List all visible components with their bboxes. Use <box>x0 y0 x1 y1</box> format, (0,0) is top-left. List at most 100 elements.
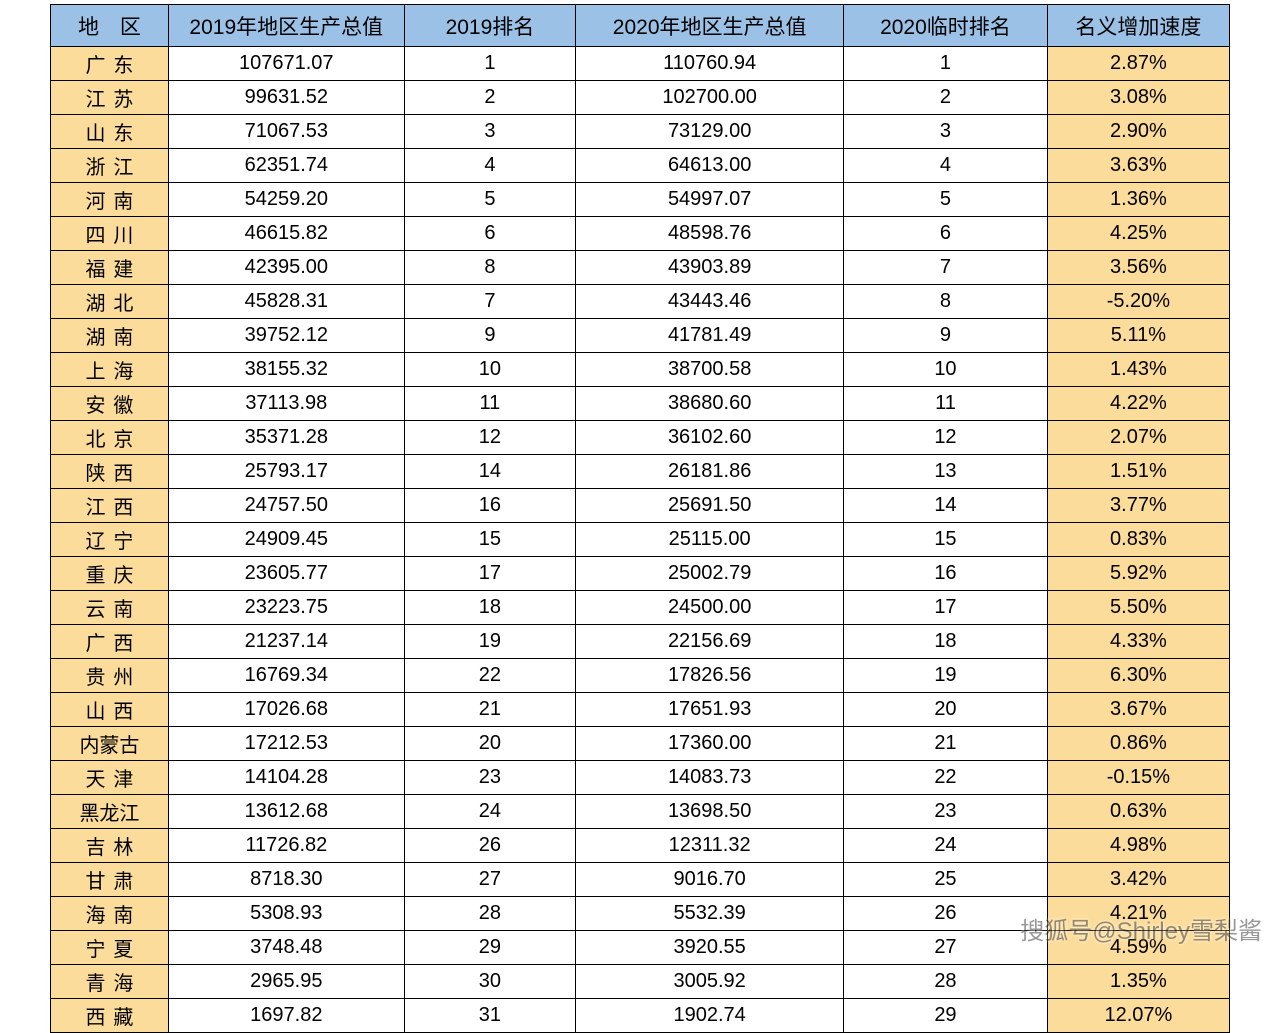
col-header-region: 地 区 <box>51 5 169 47</box>
cell-rate: 3.42% <box>1047 863 1229 897</box>
cell-gdp2020: 13698.50 <box>576 795 844 829</box>
cell-region: 四川 <box>51 217 169 251</box>
cell-region: 上海 <box>51 353 169 387</box>
cell-gdp2020: 102700.00 <box>576 81 844 115</box>
cell-rank2020: 15 <box>844 523 1048 557</box>
cell-rank2019: 14 <box>404 455 575 489</box>
table-row: 甘肃8718.30279016.70253.42% <box>51 863 1230 897</box>
cell-gdp2020: 48598.76 <box>576 217 844 251</box>
cell-region: 内蒙古 <box>51 727 169 761</box>
cell-gdp2020: 3920.55 <box>576 931 844 965</box>
cell-gdp2019: 21237.14 <box>168 625 404 659</box>
cell-rate: 3.67% <box>1047 693 1229 727</box>
cell-rate: 2.87% <box>1047 47 1229 81</box>
cell-gdp2019: 8718.30 <box>168 863 404 897</box>
cell-rank2019: 4 <box>404 149 575 183</box>
cell-rank2020: 17 <box>844 591 1048 625</box>
table-row: 四川46615.82648598.7664.25% <box>51 217 1230 251</box>
cell-gdp2020: 22156.69 <box>576 625 844 659</box>
col-header-rank2020: 2020临时排名 <box>844 5 1048 47</box>
cell-region: 山西 <box>51 693 169 727</box>
table-row: 陕西25793.171426181.86131.51% <box>51 455 1230 489</box>
cell-rank2019: 7 <box>404 285 575 319</box>
cell-rank2019: 21 <box>404 693 575 727</box>
cell-region: 宁夏 <box>51 931 169 965</box>
cell-rank2019: 24 <box>404 795 575 829</box>
cell-rank2019: 8 <box>404 251 575 285</box>
cell-rank2020: 1 <box>844 47 1048 81</box>
cell-rate: 1.36% <box>1047 183 1229 217</box>
table-row: 宁夏3748.48293920.55274.59% <box>51 931 1230 965</box>
cell-gdp2019: 24909.45 <box>168 523 404 557</box>
cell-rank2019: 22 <box>404 659 575 693</box>
cell-rank2020: 4 <box>844 149 1048 183</box>
cell-rate: 0.83% <box>1047 523 1229 557</box>
cell-rate: 5.92% <box>1047 557 1229 591</box>
cell-rate: 12.07% <box>1047 999 1229 1033</box>
cell-region: 贵州 <box>51 659 169 693</box>
cell-rate: -5.20% <box>1047 285 1229 319</box>
cell-gdp2020: 9016.70 <box>576 863 844 897</box>
cell-rate: 5.50% <box>1047 591 1229 625</box>
table-row: 山东71067.53373129.0032.90% <box>51 115 1230 149</box>
cell-rank2020: 27 <box>844 931 1048 965</box>
table-row: 江苏99631.522102700.0023.08% <box>51 81 1230 115</box>
cell-gdp2020: 36102.60 <box>576 421 844 455</box>
cell-region: 福建 <box>51 251 169 285</box>
cell-rank2019: 6 <box>404 217 575 251</box>
cell-gdp2020: 25115.00 <box>576 523 844 557</box>
cell-rank2020: 12 <box>844 421 1048 455</box>
cell-rate: 3.63% <box>1047 149 1229 183</box>
table-row: 山西17026.682117651.93203.67% <box>51 693 1230 727</box>
col-header-gdp2020: 2020年地区生产总值 <box>576 5 844 47</box>
cell-gdp2020: 110760.94 <box>576 47 844 81</box>
table-header: 地 区 2019年地区生产总值 2019排名 2020年地区生产总值 2020临… <box>51 5 1230 47</box>
cell-rate: 5.11% <box>1047 319 1229 353</box>
cell-gdp2020: 24500.00 <box>576 591 844 625</box>
cell-gdp2019: 16769.34 <box>168 659 404 693</box>
cell-region: 辽宁 <box>51 523 169 557</box>
cell-rate: 3.08% <box>1047 81 1229 115</box>
cell-rank2020: 14 <box>844 489 1048 523</box>
cell-gdp2019: 24757.50 <box>168 489 404 523</box>
table-row: 内蒙古17212.532017360.00210.86% <box>51 727 1230 761</box>
table-row: 湖南39752.12941781.4995.11% <box>51 319 1230 353</box>
cell-gdp2020: 25002.79 <box>576 557 844 591</box>
table-row: 江西24757.501625691.50143.77% <box>51 489 1230 523</box>
table-row: 北京35371.281236102.60122.07% <box>51 421 1230 455</box>
cell-rank2020: 9 <box>844 319 1048 353</box>
cell-rank2019: 31 <box>404 999 575 1033</box>
cell-rank2020: 29 <box>844 999 1048 1033</box>
cell-gdp2020: 43443.46 <box>576 285 844 319</box>
cell-rate: 1.35% <box>1047 965 1229 999</box>
cell-gdp2020: 26181.86 <box>576 455 844 489</box>
cell-rate: 3.77% <box>1047 489 1229 523</box>
cell-rate: 0.63% <box>1047 795 1229 829</box>
cell-rank2020: 25 <box>844 863 1048 897</box>
table-row: 河南54259.20554997.0751.36% <box>51 183 1230 217</box>
table-row: 广东107671.071110760.9412.87% <box>51 47 1230 81</box>
table-row: 湖北45828.31743443.468-5.20% <box>51 285 1230 319</box>
cell-gdp2019: 42395.00 <box>168 251 404 285</box>
col-header-rate: 名义增加速度 <box>1047 5 1229 47</box>
cell-rank2019: 23 <box>404 761 575 795</box>
cell-rank2019: 10 <box>404 353 575 387</box>
cell-rank2019: 28 <box>404 897 575 931</box>
cell-rate: 4.98% <box>1047 829 1229 863</box>
cell-rank2020: 6 <box>844 217 1048 251</box>
cell-rank2020: 2 <box>844 81 1048 115</box>
cell-gdp2019: 71067.53 <box>168 115 404 149</box>
cell-rank2019: 2 <box>404 81 575 115</box>
cell-gdp2019: 1697.82 <box>168 999 404 1033</box>
cell-gdp2019: 107671.07 <box>168 47 404 81</box>
cell-rank2019: 11 <box>404 387 575 421</box>
cell-gdp2019: 3748.48 <box>168 931 404 965</box>
cell-rank2019: 26 <box>404 829 575 863</box>
gdp-ranking-table: 地 区 2019年地区生产总值 2019排名 2020年地区生产总值 2020临… <box>50 4 1230 1033</box>
cell-region: 山东 <box>51 115 169 149</box>
cell-rank2019: 9 <box>404 319 575 353</box>
cell-rank2019: 17 <box>404 557 575 591</box>
cell-gdp2019: 23605.77 <box>168 557 404 591</box>
cell-gdp2020: 17360.00 <box>576 727 844 761</box>
cell-rank2019: 3 <box>404 115 575 149</box>
